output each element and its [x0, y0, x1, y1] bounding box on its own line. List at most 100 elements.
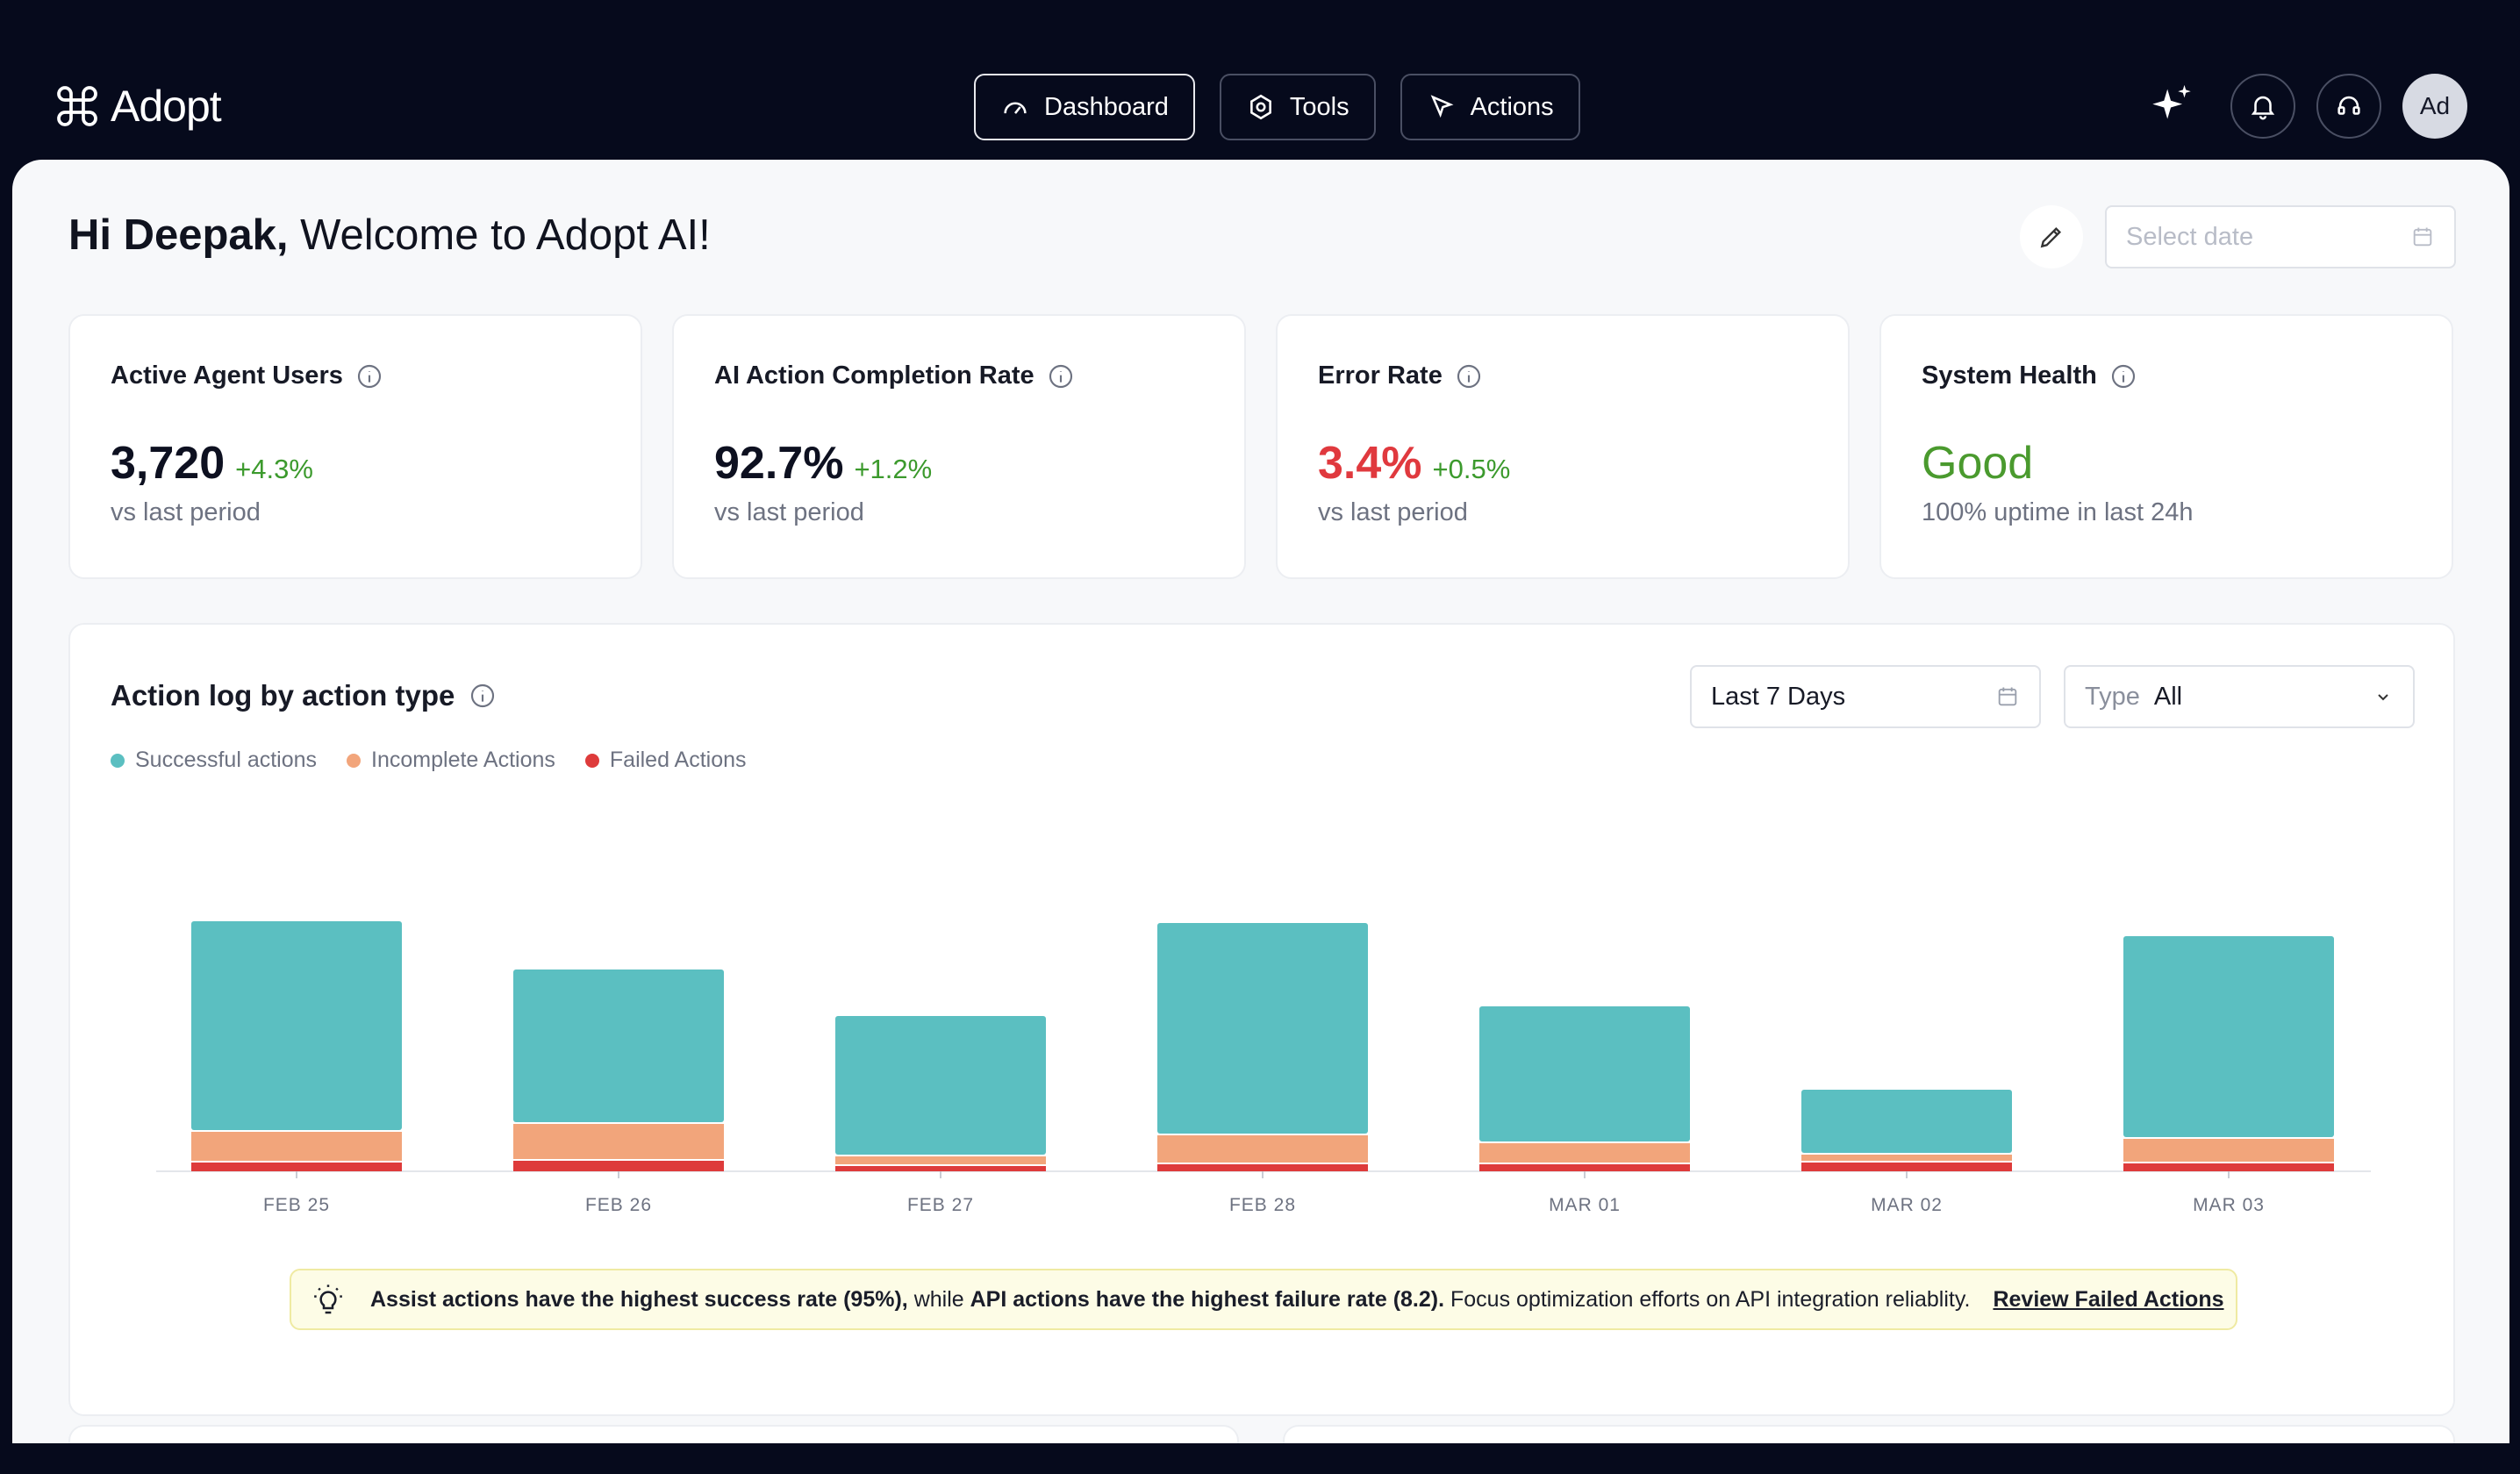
metric-subtext: 100% uptime in last 24h — [1922, 498, 2194, 526]
notifications-button[interactable] — [2230, 74, 2295, 139]
chart-legend: Successful actions Incomplete Actions Fa… — [111, 748, 747, 773]
metric-value: 3.4% — [1318, 438, 1422, 489]
legend-successful: Successful actions — [111, 748, 317, 773]
insight-text-1: while — [907, 1286, 970, 1312]
calendar-icon — [2413, 227, 2432, 247]
nav-dashboard-label: Dashboard — [1044, 92, 1169, 121]
nav-actions-label: Actions — [1470, 92, 1554, 121]
bar-incomplete-actions-feb-25[interactable] — [191, 1132, 402, 1161]
date-placeholder: Select date — [2126, 222, 2254, 251]
page-title: Hi Deepak, Welcome to Adopt AI! — [68, 211, 711, 260]
cursor-icon — [1430, 95, 1454, 118]
legend-incomplete: Incomplete Actions — [347, 748, 555, 773]
info-icon[interactable] — [469, 682, 497, 710]
nav-dashboard[interactable]: Dashboard — [974, 74, 1195, 140]
hexagon-gear-icon — [1249, 94, 1271, 120]
main-nav: Dashboard Tools Actions — [974, 74, 1580, 140]
main-panel: Hi Deepak, Welcome to Adopt AI! Select d… — [12, 160, 2509, 1443]
chart-title: Action log by action type — [111, 679, 455, 712]
bar-failed-actions-feb-25[interactable] — [191, 1163, 402, 1171]
bar-successful-actions-mar-01[interactable] — [1479, 1006, 1690, 1141]
app-name: Adopt — [111, 82, 222, 131]
insight-banner: Assist actions have the highest success … — [290, 1269, 2237, 1330]
app-logo[interactable]: Adopt — [53, 81, 222, 132]
nav-tools[interactable]: Tools — [1219, 74, 1376, 140]
metric-card-completion-rate: AI Action Completion Rate 92.7% +1.2% vs … — [672, 314, 1246, 579]
top-bar: Adopt Dashboard Tools Actions — [0, 0, 2520, 160]
headset-icon — [2337, 96, 2360, 115]
metric-title: Active Agent Users — [111, 361, 343, 390]
metric-card-error-rate: Error Rate 3.4% +0.5% vs last period — [1276, 314, 1850, 579]
info-icon[interactable] — [1047, 362, 1075, 390]
action-log-chart: FEB 25 FEB 26 FEB 27 FEB 28 MAR 01 MAR 02 MAR … — [156, 921, 2371, 1215]
edit-dashboard-button[interactable] — [2020, 205, 2083, 268]
pencil-icon — [2040, 226, 2062, 248]
info-icon[interactable] — [1455, 362, 1483, 390]
metric-card-system-health: System Health Good 100% uptime in last 2… — [1879, 314, 2453, 579]
x-tick-label: MAR 03 — [2193, 1195, 2265, 1215]
type-filter-label: Type — [2085, 682, 2140, 711]
chevron-down-icon — [2378, 694, 2388, 701]
lower-cards — [68, 1425, 2455, 1443]
gauge-icon — [1004, 102, 1027, 114]
bar-failed-actions-feb-26[interactable] — [513, 1161, 724, 1171]
metric-delta: +0.5% — [1432, 454, 1511, 484]
bar-incomplete-actions-mar-03[interactable] — [2123, 1139, 2334, 1162]
type-filter-select[interactable]: Type All — [2064, 665, 2415, 728]
info-icon[interactable] — [2109, 362, 2137, 390]
date-range-select[interactable]: Last 7 Days — [1690, 665, 2041, 728]
metric-title: Error Rate — [1318, 361, 1443, 390]
bar-successful-actions-mar-02[interactable] — [1801, 1090, 2012, 1153]
metric-card-active-users: Active Agent Users 3,720 +4.3% vs last pe… — [68, 314, 642, 579]
bar-failed-actions-mar-01[interactable] — [1479, 1164, 1690, 1171]
ai-assistant-button[interactable] — [2139, 74, 2204, 139]
bar-failed-actions-feb-28[interactable] — [1157, 1164, 1368, 1171]
bar-failed-actions-feb-27[interactable] — [835, 1166, 1046, 1171]
bar-incomplete-actions-feb-26[interactable] — [513, 1124, 724, 1159]
nav-actions[interactable]: Actions — [1400, 74, 1580, 140]
bar-incomplete-actions-feb-28[interactable] — [1157, 1135, 1368, 1163]
avatar[interactable]: Ad — [2402, 74, 2467, 139]
metric-value: Good — [1922, 438, 2034, 489]
x-tick-label: FEB 27 — [907, 1195, 974, 1215]
bar-incomplete-actions-mar-02[interactable] — [1801, 1155, 2012, 1161]
metric-value: 92.7% — [714, 438, 844, 489]
insight-highlight-2: API actions have the highest failure rat… — [970, 1286, 1445, 1312]
metric-delta: +1.2% — [854, 454, 933, 484]
insight-highlight-1: Assist actions have the highest success … — [370, 1286, 908, 1312]
bar-failed-actions-mar-02[interactable] — [1801, 1163, 2012, 1171]
insight-text-2: Focus optimization efforts on API integr… — [1444, 1286, 1971, 1312]
x-tick-label: FEB 26 — [585, 1195, 652, 1215]
bar-successful-actions-mar-03[interactable] — [2123, 936, 2334, 1137]
bell-icon — [2251, 96, 2275, 120]
date-range-value: Last 7 Days — [1711, 682, 1846, 711]
bar-failed-actions-mar-03[interactable] — [2123, 1163, 2334, 1171]
lightbulb-icon — [314, 1284, 342, 1314]
command-icon — [57, 86, 97, 126]
bar-incomplete-actions-feb-27[interactable] — [835, 1156, 1046, 1164]
lower-card-right — [1283, 1425, 2455, 1443]
action-log-card: Action log by action type Successful act… — [68, 623, 2455, 1416]
bar-successful-actions-feb-27[interactable] — [835, 1016, 1046, 1155]
x-tick-label: FEB 25 — [263, 1195, 330, 1215]
greeting-name: Hi Deepak, — [68, 211, 289, 259]
metric-title: AI Action Completion Rate — [714, 361, 1034, 390]
metric-delta: +4.3% — [235, 454, 313, 484]
x-tick-label: FEB 28 — [1229, 1195, 1296, 1215]
bar-successful-actions-feb-28[interactable] — [1157, 923, 1368, 1134]
support-button[interactable] — [2316, 74, 2381, 139]
date-picker-input[interactable]: Select date — [2105, 205, 2456, 268]
metric-value: 3,720 — [111, 438, 226, 489]
bar-successful-actions-feb-25[interactable] — [191, 921, 402, 1130]
bar-incomplete-actions-mar-01[interactable] — [1479, 1143, 1690, 1163]
calendar-icon — [1998, 687, 2017, 706]
legend-failed: Failed Actions — [584, 748, 747, 773]
x-tick-label: MAR 01 — [1549, 1195, 1621, 1215]
review-failed-actions-link[interactable]: Review Failed Actions — [1993, 1286, 2224, 1312]
type-filter-value: All — [2153, 682, 2183, 711]
x-tick-label: MAR 02 — [1871, 1195, 1943, 1215]
info-icon[interactable] — [355, 362, 383, 390]
metric-title: System Health — [1922, 361, 2097, 390]
metric-cards: Active Agent Users 3,720 +4.3% vs last pe… — [68, 314, 2453, 579]
bar-successful-actions-feb-26[interactable] — [513, 970, 724, 1122]
